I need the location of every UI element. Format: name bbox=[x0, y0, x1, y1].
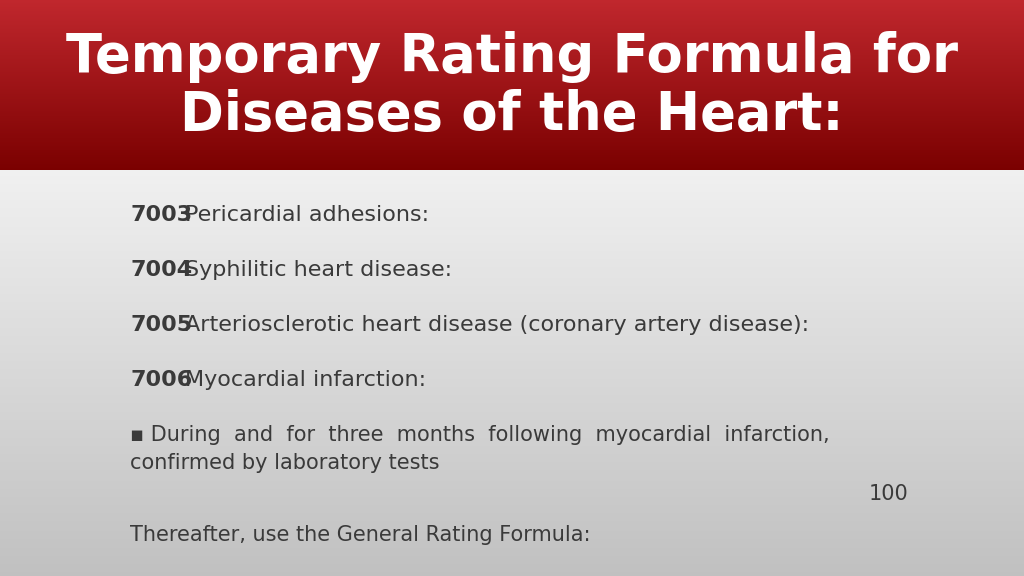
Text: Pericardial adhesions:: Pericardial adhesions: bbox=[185, 205, 429, 225]
Text: 7006: 7006 bbox=[130, 370, 193, 390]
Text: 7005: 7005 bbox=[130, 315, 193, 335]
Text: confirmed by laboratory tests: confirmed by laboratory tests bbox=[130, 453, 439, 473]
Text: Syphilitic heart disease:: Syphilitic heart disease: bbox=[185, 260, 453, 280]
Text: Myocardial infarction:: Myocardial infarction: bbox=[185, 370, 426, 390]
Text: 7004: 7004 bbox=[130, 260, 193, 280]
Text: Arteriosclerotic heart disease (coronary artery disease):: Arteriosclerotic heart disease (coronary… bbox=[185, 315, 809, 335]
Text: 100: 100 bbox=[869, 484, 908, 504]
Text: Thereafter, use the General Rating Formula:: Thereafter, use the General Rating Formu… bbox=[130, 525, 591, 545]
Text: 7003: 7003 bbox=[130, 205, 193, 225]
Text: Diseases of the Heart:: Diseases of the Heart: bbox=[180, 89, 844, 141]
Text: ▪ During  and  for  three  months  following  myocardial  infarction,: ▪ During and for three months following … bbox=[130, 425, 829, 445]
Text: Temporary Rating Formula for: Temporary Rating Formula for bbox=[66, 31, 958, 83]
